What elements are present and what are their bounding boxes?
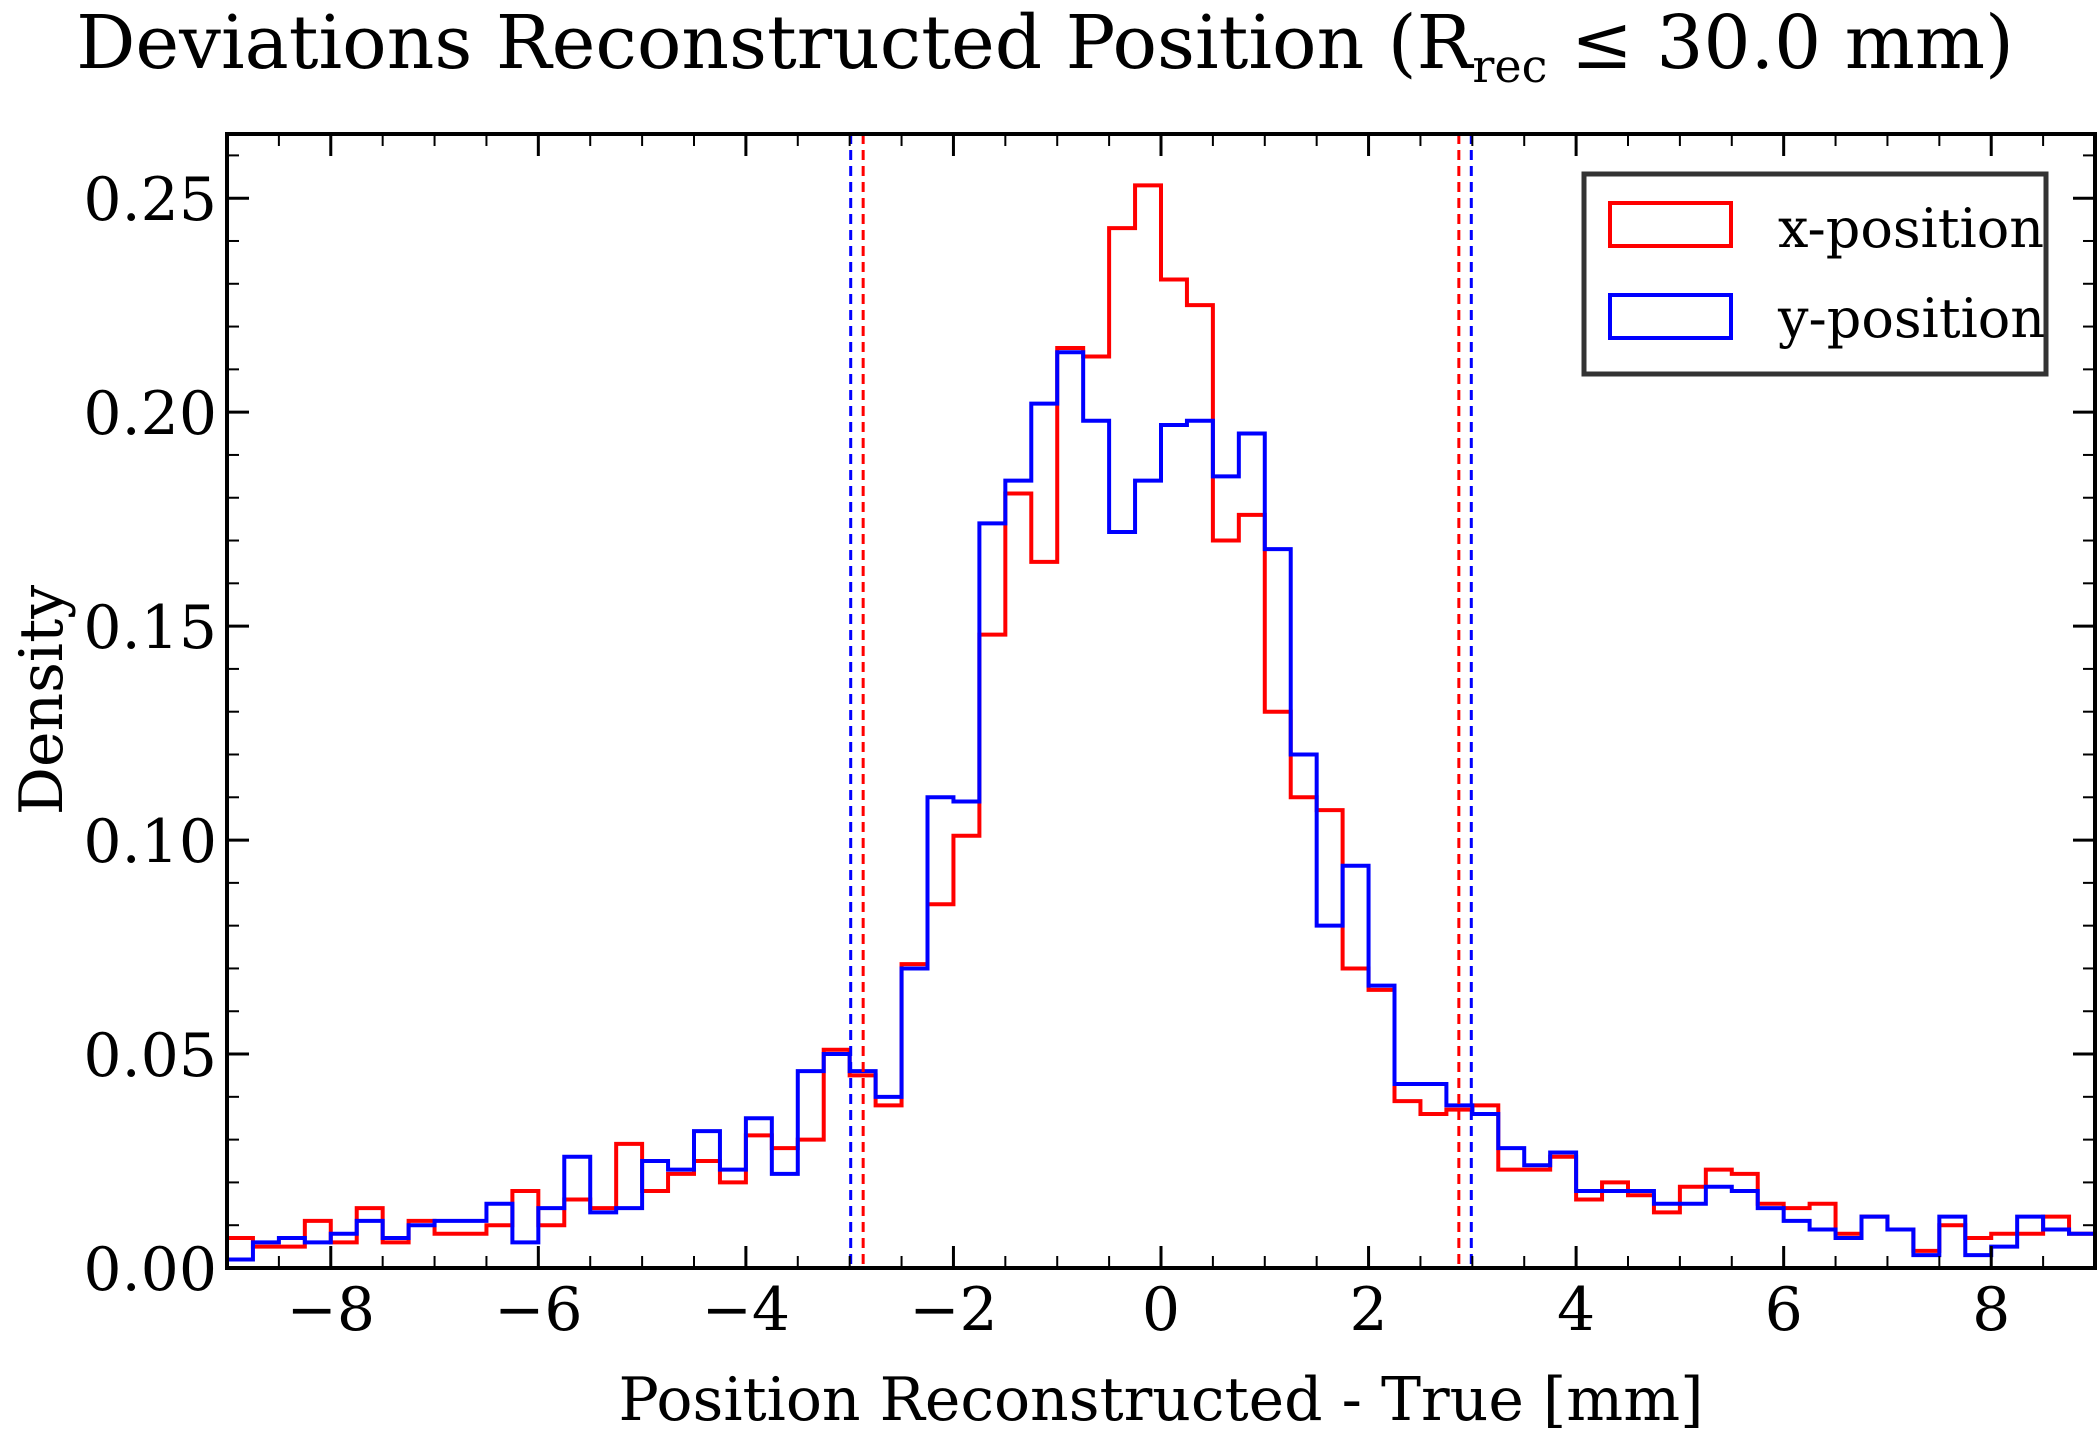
histogram-series-x-position [225, 183, 2097, 1268]
x-tick-label: −4 [702, 1275, 790, 1345]
x-tick-label: 4 [1557, 1275, 1595, 1345]
x-tick-label: 0 [1142, 1275, 1180, 1345]
vertical-lines-layer [849, 134, 1473, 1268]
chart-title-main: Deviations Reconstructed Position (R [76, 0, 1475, 86]
legend-swatch-x-position [1608, 201, 1733, 248]
x-axis-label: Position Reconstructed - True [mm] [618, 1365, 1703, 1435]
legend-swatch-y-position [1608, 293, 1733, 340]
y-tick-label: 0.20 [83, 379, 217, 449]
legend-label-x-position: x-position [1778, 197, 2044, 260]
chart-title-subscript: rec [1472, 39, 1547, 93]
plot-frame [225, 132, 2097, 1270]
x-tick-label: 8 [1972, 1275, 2010, 1345]
histogram-series-y-position [225, 350, 2097, 1268]
x-tick-label: −8 [287, 1275, 375, 1345]
legend-label-y-position: y-position [1777, 287, 2045, 350]
y-axis-label: Density [7, 585, 77, 815]
x-tick-label: −6 [494, 1275, 582, 1345]
series-layer [225, 183, 2097, 1268]
legend: x-position y-position [1581, 171, 2049, 377]
y-tick-label: 0.05 [83, 1021, 217, 1091]
x-tick-label: 2 [1349, 1275, 1387, 1345]
chart-title: Deviations Reconstructed Position (Rrec … [76, 0, 2014, 93]
legend-box [1581, 171, 2049, 377]
x-tick-label: −2 [909, 1275, 997, 1345]
chart-title-rest: ≤ 30.0 mm) [1547, 0, 2014, 86]
y-tick-label: 0.00 [83, 1235, 217, 1305]
y-tick-label: 0.10 [83, 807, 217, 877]
y-tick-label: 0.25 [83, 165, 217, 235]
y-tick-label: 0.15 [83, 593, 217, 663]
x-tick-label: 6 [1765, 1275, 1803, 1345]
